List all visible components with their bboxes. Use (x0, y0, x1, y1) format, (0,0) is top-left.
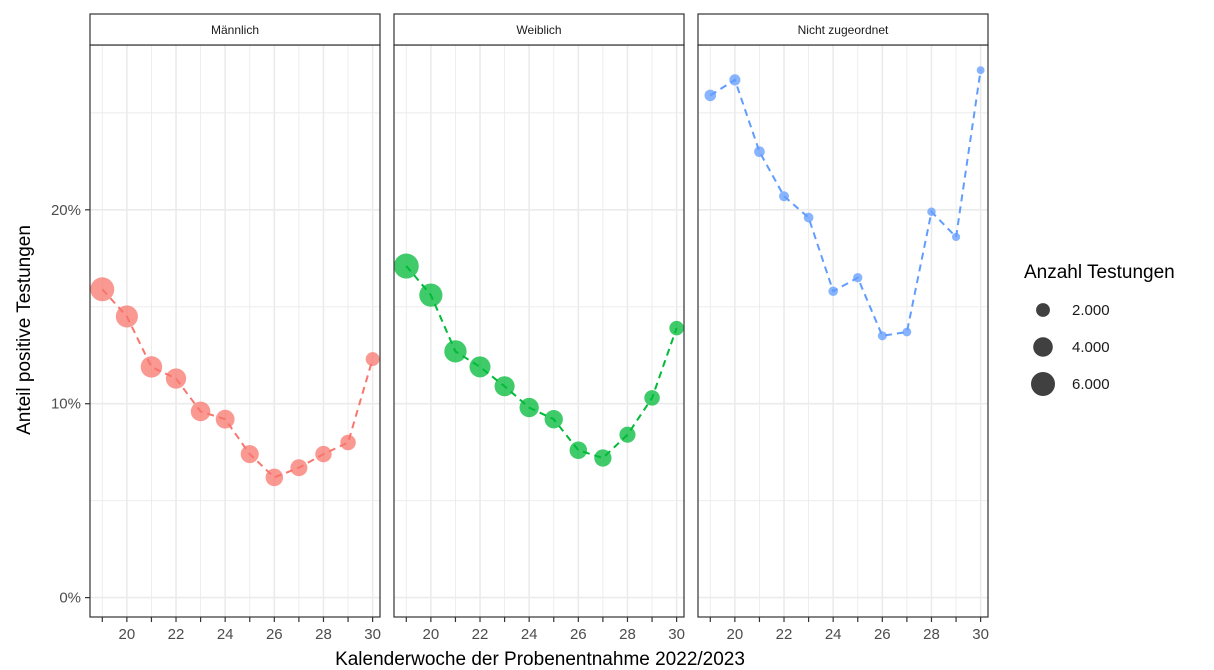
x-tick-label: 24 (825, 626, 842, 643)
x-tick-label: 22 (168, 626, 185, 643)
legend-key (1033, 337, 1053, 357)
data-point (340, 434, 356, 451)
data-point (927, 207, 936, 216)
legend-label: 4.000 (1072, 339, 1110, 356)
data-point (569, 441, 588, 460)
data-point (469, 356, 491, 378)
data-point (877, 331, 887, 341)
facet-weiblich: Weiblich (393, 13, 685, 618)
legend-label: 6.000 (1072, 376, 1110, 393)
size-legend: Anzahl Testungen 2.000 4.000 6.000 (1024, 262, 1175, 396)
facet-strip (393, 13, 685, 46)
y-axis-title: Anteil positive Testungen (14, 225, 35, 435)
data-point (265, 468, 284, 487)
data-point (902, 327, 912, 337)
y-tick-label: 0% (59, 590, 81, 607)
data-point (976, 66, 985, 75)
data-point (115, 305, 138, 328)
series-line (709, 70, 982, 337)
data-point (803, 212, 814, 223)
data-point (754, 146, 765, 158)
data-point (828, 286, 838, 297)
data-point (165, 368, 187, 389)
x-axes: 20 22 24 26 28 30 20 22 24 26 28 30 20 22 24 26 28 30 (101, 617, 989, 643)
x-tick-label: 26 (570, 626, 587, 643)
x-tick-label: 26 (266, 626, 283, 643)
legend-key (1031, 372, 1055, 396)
facet-nicht-zugeordnet: Nicht zugeordnet (697, 13, 989, 618)
x-tick-label: 24 (217, 626, 234, 643)
data-point (215, 409, 235, 429)
facet-strip-label: Männlich (211, 23, 259, 37)
data-point (619, 426, 636, 443)
data-point (853, 273, 863, 283)
data-point (315, 445, 332, 463)
x-tick-label: 28 (619, 626, 636, 643)
data-point (444, 340, 467, 363)
x-tick-label: 26 (874, 626, 891, 643)
legend-label: 2.000 (1072, 302, 1110, 319)
data-point (365, 352, 380, 367)
data-point (544, 410, 563, 429)
x-tick-label: 20 (119, 626, 136, 643)
panel-background (90, 45, 380, 617)
facet-strip (89, 13, 381, 46)
data-point (90, 277, 115, 302)
data-point (190, 401, 211, 422)
y-axis: 0% 10% 20% (51, 202, 90, 607)
x-tick-label: 28 (315, 626, 332, 643)
data-point (140, 356, 163, 378)
data-point (594, 449, 612, 467)
x-tick-label: 22 (472, 626, 489, 643)
x-tick-label: 28 (923, 626, 940, 643)
x-tick-label: 20 (727, 626, 744, 643)
facet-strip-label: Nicht zugeordnet (798, 23, 889, 37)
data-point (519, 397, 539, 418)
x-tick-label: 20 (423, 626, 440, 643)
facet-strip (697, 13, 989, 46)
x-tick-label: 24 (521, 626, 538, 643)
x-tick-label: 30 (364, 626, 381, 643)
x-tick-label: 30 (972, 626, 989, 643)
data-point (419, 283, 443, 307)
data-point (778, 191, 790, 202)
data-point (729, 74, 741, 86)
x-axis-title: Kalenderwoche der Probenentnahme 2022/20… (335, 649, 745, 670)
data-point (669, 320, 684, 336)
data-point (951, 232, 961, 242)
panel-background (394, 45, 684, 617)
legend-title: Anzahl Testungen (1024, 262, 1175, 283)
legend-key (1036, 303, 1050, 317)
panel-background (698, 45, 988, 617)
data-point (290, 459, 308, 477)
y-tick-label: 10% (51, 396, 81, 413)
data-point (644, 390, 660, 406)
data-point (494, 376, 515, 397)
x-tick-label: 30 (668, 626, 685, 643)
data-point (704, 89, 717, 102)
facet-panels: Männlich Weiblich Nicht zugeordnet (89, 13, 989, 618)
y-tick-label: 20% (51, 202, 81, 219)
data-point (240, 445, 259, 464)
facet-strip-label: Weiblich (516, 23, 561, 37)
facet-m-nnlich: Männlich (89, 13, 381, 618)
data-point (393, 253, 419, 279)
series-line (101, 288, 374, 479)
x-tick-label: 22 (776, 626, 793, 643)
